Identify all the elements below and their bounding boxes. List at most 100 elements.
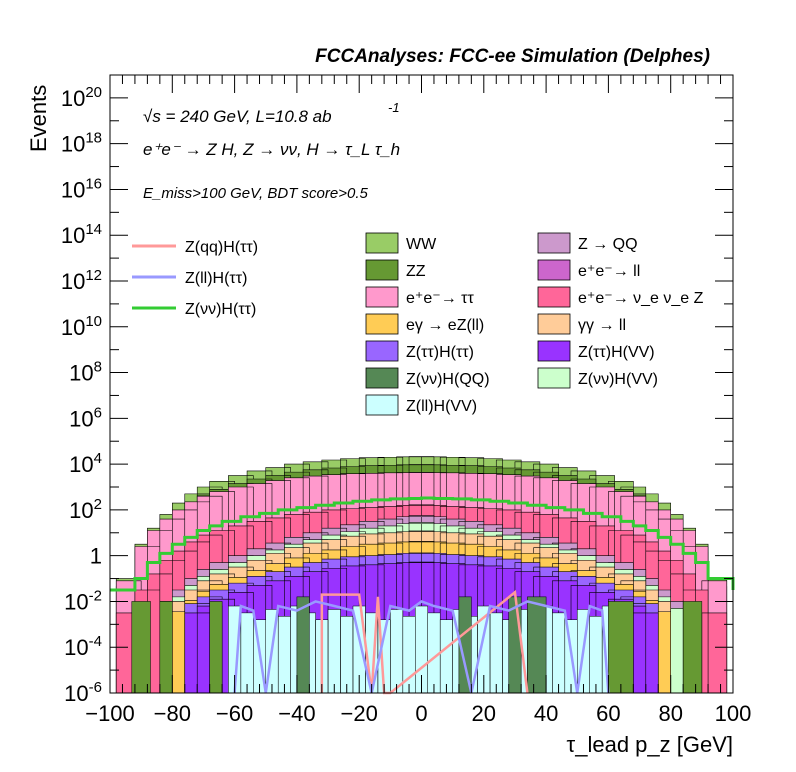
y-tick-base: 10 [64,681,88,706]
x-axis-label: τ_lead p_z [GeV] [567,732,733,757]
x-tick-label: −40 [278,701,315,726]
y-tick-label: 1012 [61,267,102,294]
legend-fill-label: ZZ [406,263,426,280]
stack-znn-h-qq [296,596,310,694]
y-tick-base: 10 [69,498,93,523]
legend-fill-label: Z(ττ)H(ττ) [406,344,474,361]
legend: Z(qq)H(ττ) Z(ll)H(ττ) Z(νν)H(ττ) WW ZZ e⁺e⁻→ … [132,232,704,416]
legend-fill-swatch [365,286,399,308]
y-tick-base: 10 [61,223,85,248]
y-tick-base: 10 [69,406,93,431]
y-tick-label: 102 [69,496,102,523]
x-tick-label: 0 [415,701,427,726]
legend-fill-label: WW [406,236,437,253]
annotation-lumi-exponent: -1 [388,100,400,115]
y-tick-label: 104 [69,450,102,477]
y-axis-label: Events [26,85,51,152]
y-tick-label: 10-2 [64,587,102,614]
y-tick-label: 10-6 [64,679,102,706]
y-tick-label: 108 [69,359,102,386]
y-tick-exponent: 20 [85,84,102,101]
y-tick-label: 10-4 [64,633,102,660]
legend-fill-label: e⁺e⁻→ ττ [406,290,474,307]
y-tick-exponent: 18 [85,130,102,147]
y-tick-label: 106 [69,404,102,431]
legend-fill-label: eγ → eZ(ll) [406,317,484,334]
legend-fill-swatch [365,394,399,416]
line-znn-htt [110,496,735,592]
y-tick-base: 10 [64,589,88,614]
legend-fill-swatch [365,232,399,254]
stack-znn-h-qq [527,596,547,694]
y-tick-label: 1020 [61,84,102,111]
y-tick-exponent: 6 [94,404,102,421]
y-tick-base: 10 [69,452,93,477]
y-tick-base: 10 [69,361,93,386]
y-tick-label: 1 [90,544,102,569]
line-zqq-htt [320,589,529,695]
y-tick-base: 10 [61,269,85,294]
plot-area [110,75,735,695]
legend-fill-swatch [537,340,571,362]
annotations: √s = 240 GeV, L=10.8 ab -1 e⁺e⁻ → Z H, Z →… [143,100,400,202]
x-tick-label: 80 [658,701,682,726]
legend-fill-swatch [537,232,571,254]
stack-zz-tail [608,601,634,694]
legend-line-label: Z(qq)H(ττ) [185,239,258,256]
legend-fill-swatch [537,367,571,389]
y-tick-exponent: 2 [94,496,102,513]
y-tick-label: 1016 [61,175,102,202]
stack-zz-tail [209,601,223,694]
x-tick-label: −60 [216,701,253,726]
legend-fill-swatch [537,259,571,281]
x-tick-label: 20 [472,701,496,726]
legend-fill-swatch [537,313,571,335]
stack-znn-h-qq [508,596,522,694]
y-tick-base: 10 [64,635,88,660]
legend-fill-label: Z(νν)H(QQ) [406,371,490,388]
annotation-process: e⁺e⁻ → Z H, Z → νν, H → τ_L τ_h [143,140,400,159]
legend-fill-label: Z → QQ [578,236,638,253]
y-tick-exponent: 12 [85,267,102,284]
stack-zz-tail [682,601,703,694]
y-tick-exponent: 14 [85,221,102,238]
legend-fill-label: Z(ττ)H(VV) [578,344,655,361]
y-tick-label: 1010 [61,313,102,340]
line-zll-htt [233,600,610,694]
y-tick-exponent: -4 [89,633,102,650]
x-tick-label: 40 [534,701,558,726]
x-axis-label-text: τ_lead p_z [GeV] [567,732,733,757]
chart-title: FCCAnalyses: FCC-ee Simulation (Delphes) [315,46,710,67]
legend-fill-label: Z(νν)H(VV) [578,371,658,388]
annotation-energy-lumi: √s = 240 GeV, L=10.8 ab [143,107,332,126]
legend-fill-swatch [365,340,399,362]
y-tick-base: 1 [90,544,102,569]
y-tick-exponent: -6 [89,679,102,696]
y-tick-exponent: 10 [85,313,102,330]
legend-fill-swatch [537,286,571,308]
y-tick-label: 1018 [61,130,102,157]
legend-fill-label: e⁺e⁻→ ν_e ν_e Z [578,290,704,307]
y-tick-base: 10 [61,315,85,340]
y-tick-exponent: 8 [94,359,102,376]
legend-fill-label: e⁺e⁻→ ll [578,263,640,280]
x-tick-label: 100 [715,701,752,726]
y-tick-base: 10 [61,86,85,111]
legend-fill-label: Z(ll)H(VV) [406,398,477,415]
y-tick-exponent: 16 [85,175,102,192]
legend-fill-label: γγ → ll [578,317,626,334]
legend-line-label: Z(νν)H(ττ) [185,301,256,318]
x-tick-label: −100 [85,701,135,726]
legend-line-label: Z(ll)H(ττ) [185,270,247,287]
x-tick-label: −20 [341,701,378,726]
legend-fill-swatch [365,313,399,335]
axes: −100 −80 −60 −40 −20 0 20 40 60 80 10010-610-410-2… [61,74,752,726]
y-tick-label: 1014 [61,221,102,248]
stack-zz-tail [159,601,173,694]
x-tick-label: −80 [154,701,191,726]
legend-fill-swatch [365,259,399,281]
y-tick-exponent: -2 [89,587,102,604]
x-tick-label: 60 [596,701,620,726]
legend-fill-swatch [365,367,399,389]
